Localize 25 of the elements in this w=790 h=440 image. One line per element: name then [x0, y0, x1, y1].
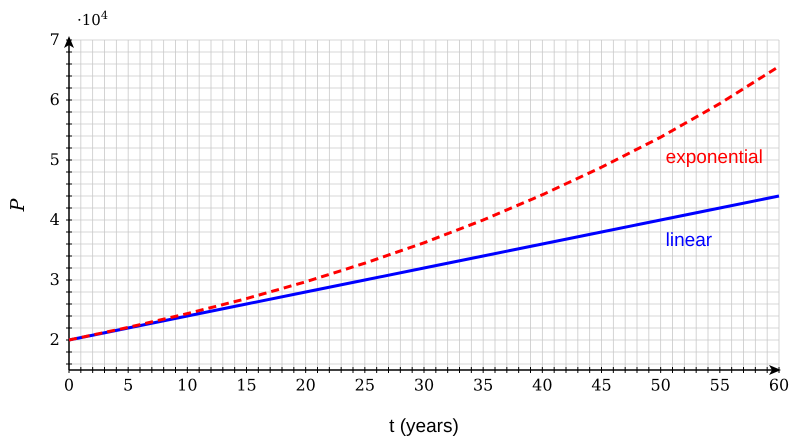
x-tick-label: 50: [650, 375, 671, 394]
x-tick-label: 30: [414, 375, 434, 394]
series-label: linear: [666, 230, 713, 251]
x-tick-label: 20: [295, 375, 316, 394]
y-tick-label: 6: [50, 90, 60, 110]
y-tick-label: 2: [50, 330, 60, 350]
y-axis-title: P: [7, 197, 29, 212]
text: ·10$^{4}$: [77, 8, 108, 29]
y-tick-label: 5: [50, 150, 60, 170]
x-tick-label: 15: [236, 375, 257, 394]
x-tick-label: 40: [532, 375, 553, 394]
x-tick-label: 35: [472, 375, 494, 394]
y-tick-label: 4: [50, 210, 60, 230]
y-tick-label: 3: [50, 270, 60, 290]
x-tick-label: 45: [591, 375, 612, 394]
x-tick-label: 10: [177, 375, 198, 394]
x-tick-label: 60: [768, 375, 790, 394]
x-tick-label: 55: [710, 375, 730, 394]
x-axis-title: t (years): [389, 416, 459, 437]
line-series: [68, 194, 780, 342]
series-label: exponential: [666, 147, 763, 168]
x-tick-label: 0: [64, 375, 74, 394]
y-tick-label: 7: [50, 30, 60, 50]
x-tick-label: 5: [123, 375, 134, 394]
x-tick-label: 25: [354, 375, 376, 394]
